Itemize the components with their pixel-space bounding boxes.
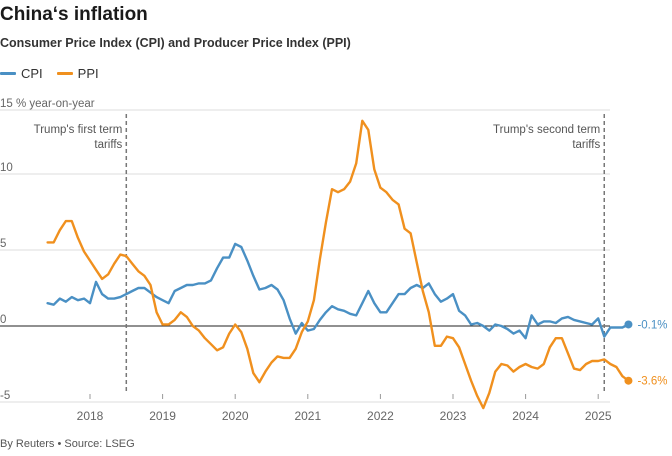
x-tick-label: 2024 [512,409,539,423]
footer-source: By Reuters • Source: LSEG [0,438,135,450]
x-tick-label: 2020 [222,409,249,423]
y-tick-label: -5 [0,390,10,402]
x-tick-label: 2019 [149,409,176,423]
event-label: tariffs [94,139,122,151]
chart-subtitle: Consumer Price Index (CPI) and Producer … [0,36,351,50]
x-tick-label: 2023 [440,409,467,423]
legend-label-ppi: PPI [77,66,99,81]
x-tick-label: 2025 [585,409,612,423]
series-end-label-ppi: -3.6% [637,376,667,388]
x-tick-label: 2018 [77,409,104,423]
event-label: Trump's second term [493,124,600,136]
y-tick-label: 0 [0,314,6,326]
y-unit-label: 15 % year-on-year [0,98,95,110]
legend-item-ppi: PPI [56,66,99,81]
series-end-label-cpi: -0.1% [637,319,667,331]
event-label: Trump's first term [34,124,123,136]
event-label: tariffs [572,139,600,151]
legend-item-cpi: CPI [0,66,43,81]
chart-title: China‘s inflation [0,4,148,25]
series-end-point-ppi [624,376,633,385]
legend-swatch-ppi [56,72,73,75]
x-tick-label: 2022 [367,409,394,423]
series-line-cpi [46,242,630,340]
legend-label-cpi: CPI [21,66,43,81]
legend: CPI PPI [0,66,113,81]
y-tick-label: 10 [0,162,13,174]
series-line-ppi [46,119,630,410]
x-tick-label: 2021 [294,409,321,423]
legend-swatch-cpi [0,72,16,75]
series-end-point-cpi [624,320,633,329]
y-tick-label: 5 [0,238,6,250]
